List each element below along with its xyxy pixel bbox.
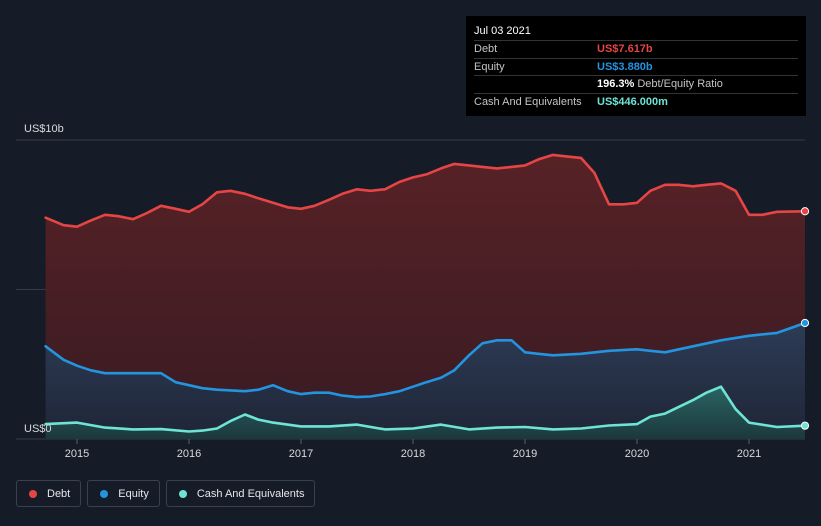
tooltip-equity-label: Equity (474, 60, 505, 73)
x-tick-label-2019: 2019 (513, 448, 537, 460)
tooltip-cash-row: Cash And Equivalents US$446.000m (474, 94, 798, 111)
tooltip-cash-value: US$446.000m (597, 95, 668, 108)
tooltip-equity-row: Equity US$3.880b (474, 59, 798, 76)
end-points (800, 207, 810, 430)
cash-dot-icon (178, 489, 187, 498)
tooltip-ratio-label: Debt/Equity Ratio (637, 78, 723, 90)
x-tick-label-2015: 2015 (65, 448, 89, 460)
series-lines (44, 153, 807, 433)
tooltip-debt-value: US$7.617b (597, 43, 653, 55)
x-axis-ticks: 2015 2016 2017 2018 2019 2020 2021 (65, 439, 761, 460)
chart-tooltip: Jul 03 2021 Debt US$7.617b Equity US$3.8… (466, 16, 806, 116)
tooltip-ratio-row: 196.3% Debt/Equity Ratio (474, 76, 798, 94)
tooltip-date: Jul 03 2021 (474, 22, 798, 41)
tooltip-equity-value: US$3.880b (597, 60, 653, 73)
cash-line (44, 385, 807, 433)
debt-end-point (800, 207, 810, 216)
area-fills (45, 154, 806, 439)
equity-area (45, 323, 806, 439)
chart-legend: Debt Equity Cash And Equivalents (16, 480, 316, 507)
legend-cash-toggle[interactable]: Cash And Equivalents (165, 480, 316, 507)
x-tick-label-2021: 2021 (737, 448, 761, 460)
tooltip-debt-label: Debt (474, 43, 498, 55)
x-tick-label-2017: 2017 (289, 448, 313, 460)
tooltip-debt-row: Debt US$7.617b (474, 41, 798, 59)
equity-dot-icon (100, 489, 109, 498)
tooltip-cash-label: Cash And Equivalents (474, 95, 582, 108)
legend-equity-label: Equity (118, 487, 149, 500)
y-axis-min-label: US$0 (24, 423, 52, 435)
legend-debt-toggle[interactable]: Debt (16, 480, 82, 507)
tooltip-ratio-value: 196.3% (597, 78, 635, 90)
legend-cash-label: Cash And Equivalents (196, 487, 305, 500)
legend-equity-toggle[interactable]: Equity (87, 480, 160, 507)
debt-dot-icon (29, 489, 37, 498)
legend-debt-label: Debt (47, 487, 71, 500)
equity-line (44, 321, 807, 399)
x-tick-label-2016: 2016 (177, 448, 201, 460)
equity-end-point (800, 318, 810, 328)
cash-end-point (800, 421, 810, 430)
x-tick-label-2020: 2020 (625, 448, 649, 460)
y-axis-max-label: US$10b (24, 123, 64, 135)
debt-line (44, 153, 807, 228)
x-tick-label-2018: 2018 (401, 448, 425, 460)
